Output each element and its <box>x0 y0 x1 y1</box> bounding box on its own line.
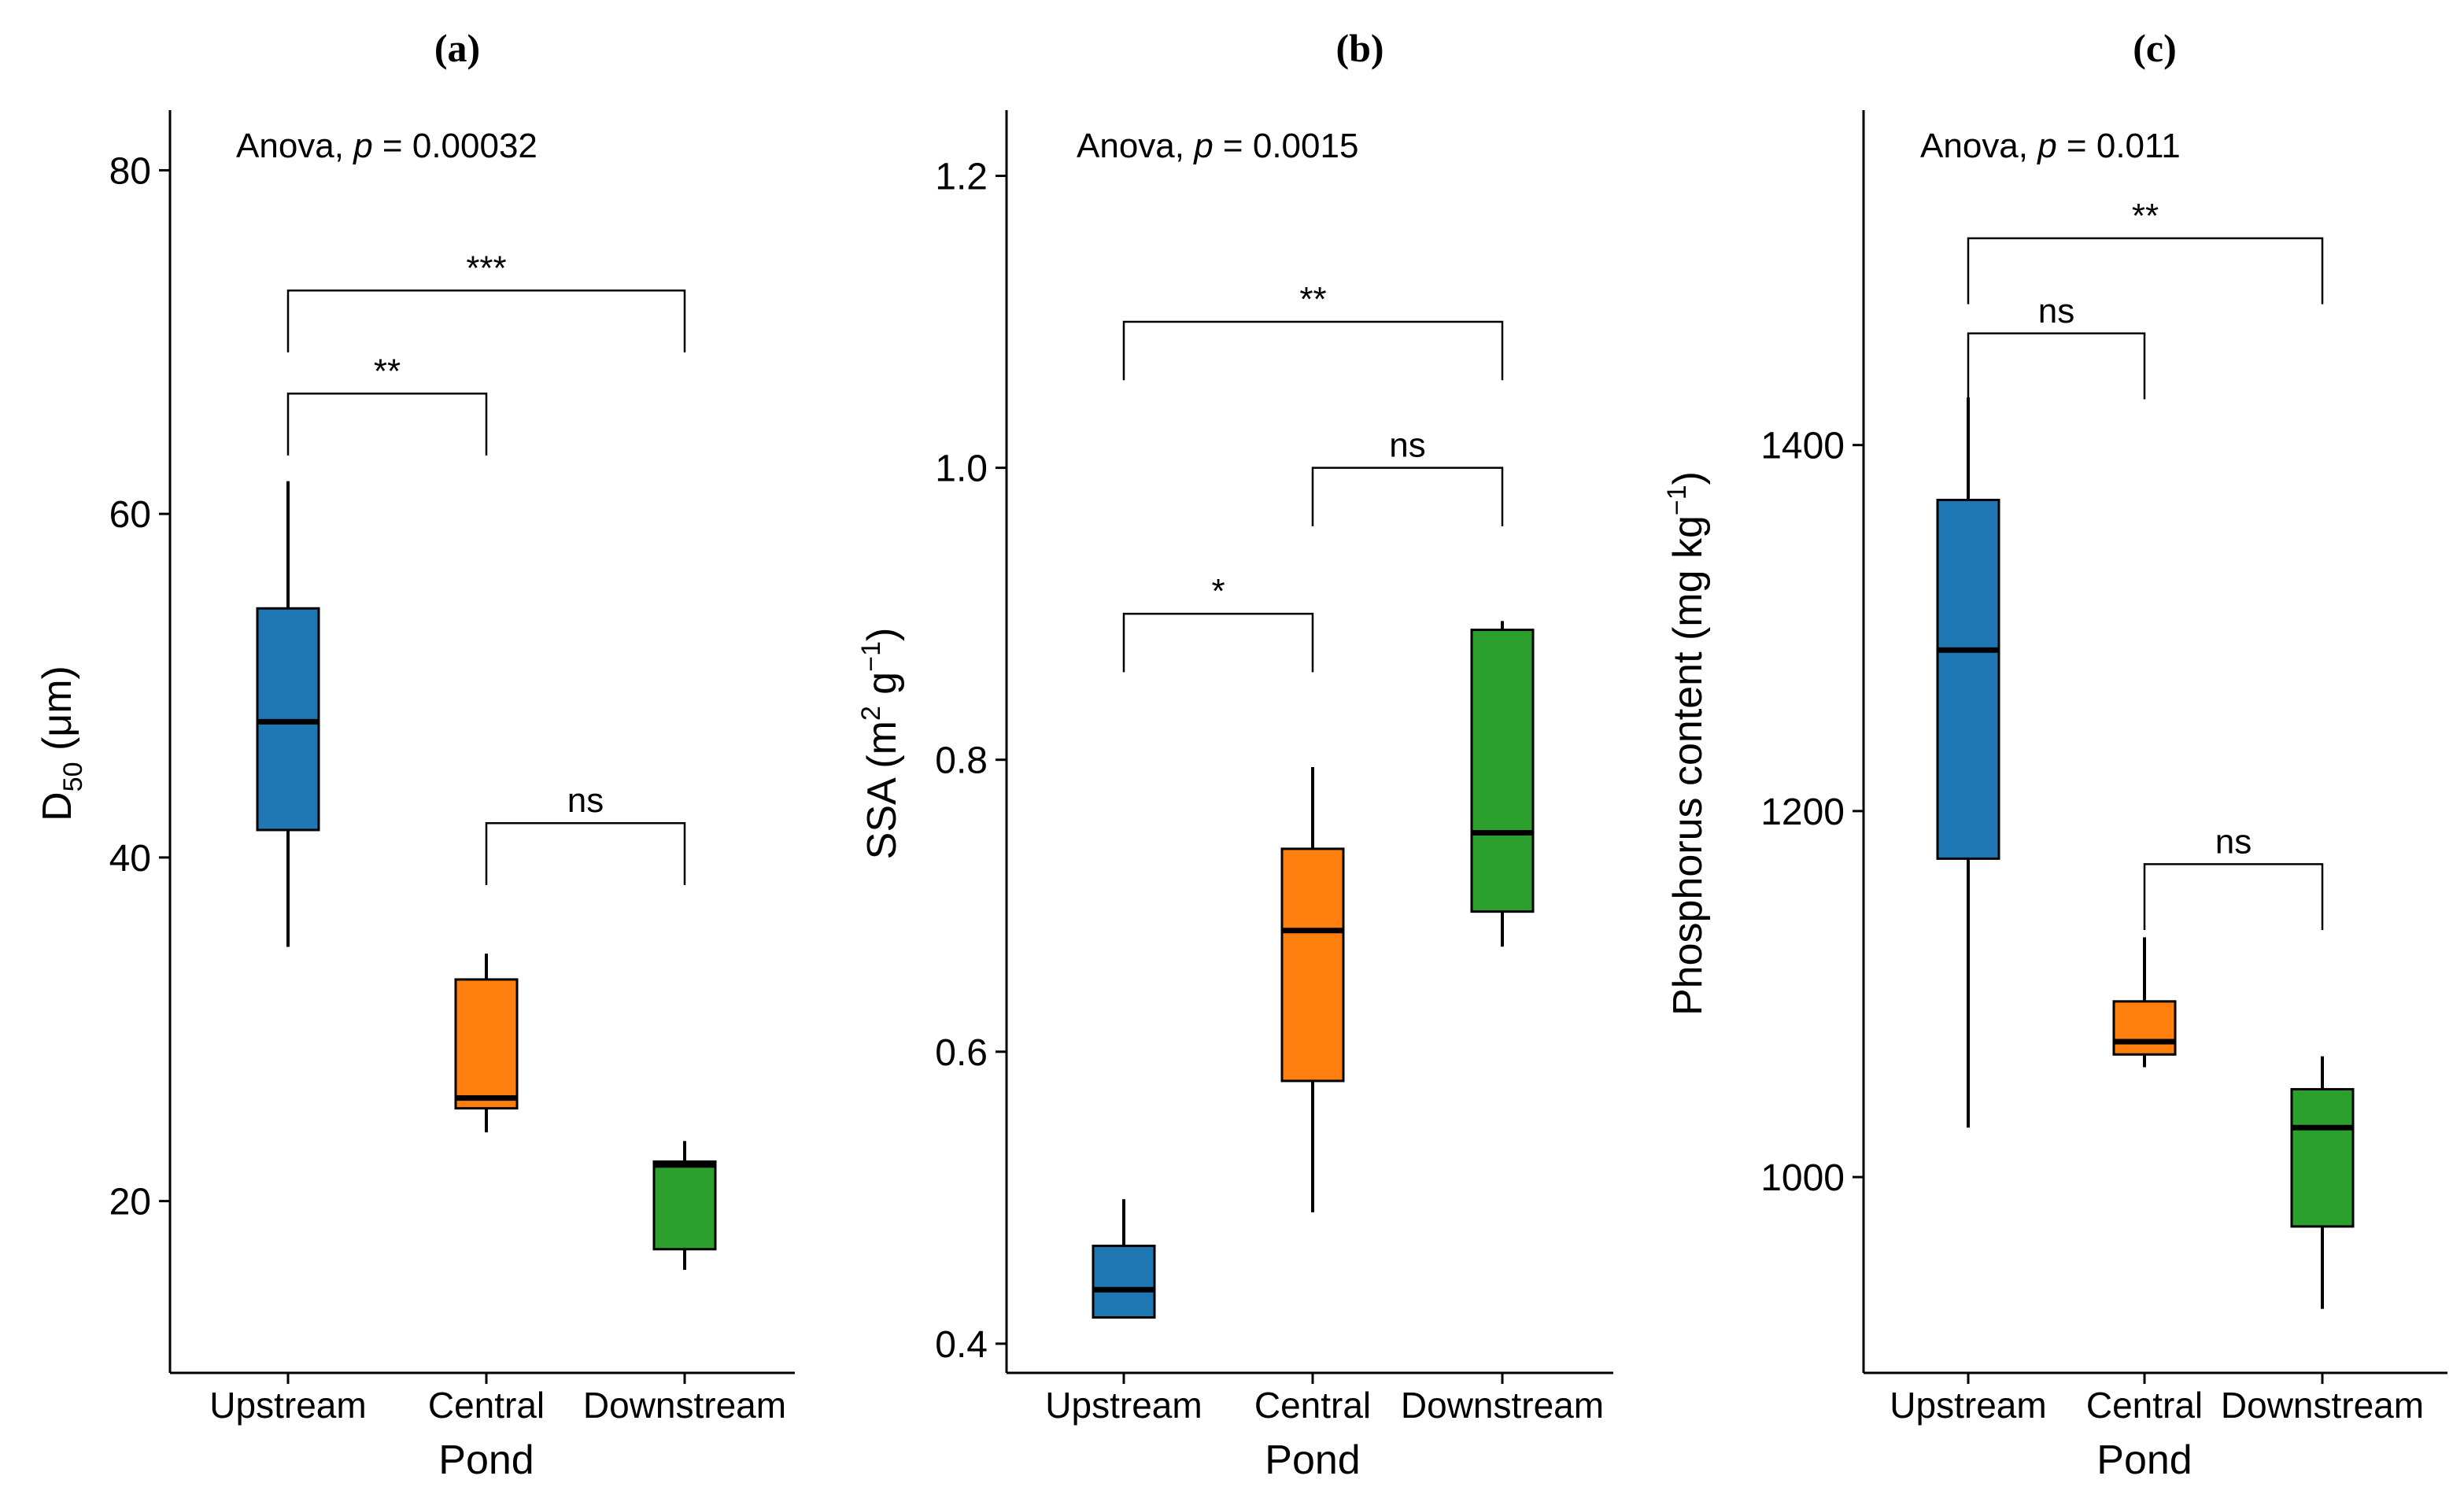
panel-b-boxes <box>1092 621 1535 1319</box>
panel-c-box-upstream-iqr <box>1936 498 2000 860</box>
panel-b-box-central <box>1280 766 1345 1212</box>
panel-b-comparison-0-1-bracket <box>1122 612 1314 673</box>
panel-b-box-downstream-iqr <box>1470 629 1535 913</box>
panel-b-ytick-label: 1.2 <box>935 156 988 197</box>
panel-b-comparison-0-2-bracket <box>1122 320 1504 381</box>
panel-a-ytick-label: 20 <box>109 1182 151 1223</box>
panel-b-box-central-iqr <box>1280 847 1345 1083</box>
panel-a-yticks: 20 40 60 80 <box>109 150 170 1223</box>
panel-a-xtick-label-upstream: Upstream <box>209 1385 366 1426</box>
panel-a-comparison-0-1: ** <box>286 352 488 456</box>
panel-b-ytick-label: 0.6 <box>935 1032 988 1074</box>
panel-a-boxes <box>256 481 717 1270</box>
panel-a-comparison-1-2: ns <box>485 781 686 885</box>
panel-a-box-downstream <box>652 1141 717 1270</box>
panel-c-xticks: Upstream Central Downstream <box>1890 1373 2424 1426</box>
panel-a-comparison-0-1-bracket <box>286 393 488 456</box>
panel-a-box-central <box>454 954 519 1133</box>
panel-b-comparison-0-1-label: * <box>1211 572 1225 611</box>
panel-a-ytick-label: 80 <box>109 150 151 192</box>
panel-c-xtick-label-central: Central <box>2086 1385 2203 1426</box>
panel-b-xtick-label-central: Central <box>1254 1385 1371 1426</box>
panel-c-anova-label: Anova, p = 0.011 <box>1920 127 2181 165</box>
panel-a-ytick-label: 40 <box>109 838 151 880</box>
panel-a-ylabel: D50 (μm) <box>35 666 88 821</box>
panel-c-comparison-1-2: ns <box>2143 822 2324 931</box>
panel-a-title: (a) <box>434 26 480 70</box>
panel-b-ytick-label: 0.4 <box>935 1324 988 1366</box>
panel-c-yticks: 1000 1200 1400 <box>1760 426 1864 1199</box>
panel-a-ytick-label: 60 <box>109 494 151 536</box>
panel-b-ylabel: SSA (m2 g−1) <box>856 628 905 860</box>
panel-b-comparison-1-2: ns <box>1311 426 1504 526</box>
panel-b-comparison-0-2: ** <box>1122 280 1504 381</box>
panel-b-xticks: Upstream Central Downstream <box>1045 1373 1604 1426</box>
panel-a-comparison-1-2-bracket <box>485 821 686 885</box>
panel-c-xtick-label-upstream: Upstream <box>1890 1385 2046 1426</box>
panel-c-comparison-0-1-label: ns <box>2038 292 2074 330</box>
panel-a-comparison-0-2-label: *** <box>466 249 506 287</box>
panel-c-box-downstream-iqr <box>2290 1087 2355 1228</box>
panel-b-anova-label: Anova, p = 0.0015 <box>1077 127 1358 165</box>
panel-c-box-upstream <box>1936 397 2000 1128</box>
panel-a-comparison-0-1-label: ** <box>374 352 401 390</box>
panel-c-comparison-0-2-bracket <box>1967 237 2324 304</box>
panel-a-comparison-0-2-bracket <box>286 290 686 352</box>
panel-b-comparison-0-2-label: ** <box>1299 280 1326 319</box>
panel-a-xlabel: Pond <box>438 1437 534 1483</box>
panel-a-comparison-1-2-label: ns <box>567 781 604 820</box>
panel-b-comparison-1-2-label: ns <box>1389 426 1425 465</box>
panel-a-comparison-0-2: *** <box>286 249 686 352</box>
panel-b-comparison-0-1: * <box>1122 572 1314 673</box>
panel-c-title: (c) <box>2133 26 2177 70</box>
panel-a-xtick-label-central: Central <box>428 1385 545 1426</box>
panel-a-xticks: Upstream Central Downstream <box>209 1373 786 1426</box>
panel-c-ytick-label: 1000 <box>1760 1157 1845 1199</box>
panel-c-box-downstream <box>2290 1056 2355 1309</box>
panel-b-xlabel: Pond <box>1265 1437 1360 1483</box>
panel-b-title: (b) <box>1335 26 1383 70</box>
panel-b-box-upstream-iqr <box>1092 1245 1156 1319</box>
panel-b-comparison-1-2-bracket <box>1311 467 1504 526</box>
panel-c: (c) Phosphorus content (mg kg−1) 1000 120… <box>1662 26 2447 1483</box>
panel-c-comparison-0-2: ** <box>1967 197 2324 304</box>
panel-c-comparison-1-2-label: ns <box>2215 822 2252 861</box>
panel-c-comparison-0-2-label: ** <box>2132 197 2159 235</box>
panel-c-ytick-label: 1400 <box>1760 426 1845 467</box>
panel-c-comparison-0-1: ns <box>1967 292 2146 400</box>
panel-b-box-upstream <box>1092 1199 1156 1319</box>
panel-c-ylabel: Phosphorus content (mg kg−1) <box>1662 471 1711 1016</box>
panel-b-yticks: 0.4 0.6 0.8 1.0 1.2 <box>935 156 1007 1366</box>
panel-a-box-downstream-iqr <box>652 1160 717 1251</box>
panel-b-ytick-label: 1.0 <box>935 448 988 490</box>
panel-b-box-downstream <box>1470 621 1535 947</box>
panel-a-xtick-label-downstream: Downstream <box>583 1385 786 1426</box>
panel-c-box-central <box>2112 937 2177 1068</box>
panel-c-boxes <box>1936 397 2355 1309</box>
panel-a-box-upstream <box>256 481 320 947</box>
panel-b-ytick-label: 0.8 <box>935 740 988 782</box>
panel-a-anova-label: Anova, p = 0.00032 <box>236 127 537 165</box>
panel-c-xtick-label-downstream: Downstream <box>2221 1385 2424 1426</box>
panel-b-comparisons: ***ns <box>1122 280 1504 673</box>
panel-c-xlabel: Pond <box>2096 1437 2192 1483</box>
panel-c-box-central-iqr <box>2112 1000 2177 1056</box>
panel-b-xtick-label-upstream: Upstream <box>1045 1385 1202 1426</box>
panel-b: (b) SSA (m2 g−1) 0.40.60.81.01.2 ***ns A… <box>856 26 1613 1483</box>
panel-c-comparisons: ns ** ns <box>1967 197 2324 931</box>
panel-c-comparison-0-1-bracket <box>1967 332 2146 400</box>
panel-b-xtick-label-downstream: Downstream <box>1401 1385 1604 1426</box>
panel-a-box-central-iqr <box>454 978 519 1110</box>
panel-a-comparisons: *****ns <box>286 249 686 885</box>
panel-c-comparison-1-2-bracket <box>2143 863 2324 931</box>
panel-c-ytick-label: 1200 <box>1760 791 1845 833</box>
